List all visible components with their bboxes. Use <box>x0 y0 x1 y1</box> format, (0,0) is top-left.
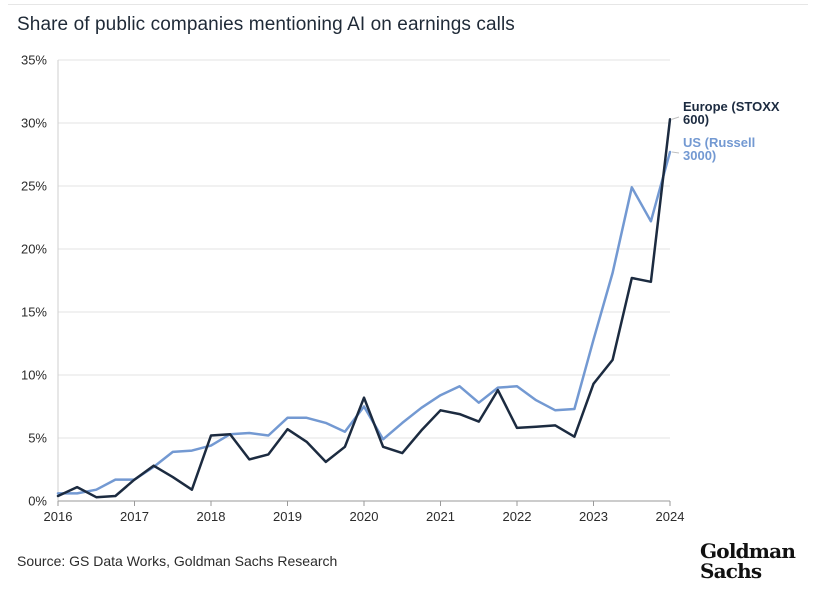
legend-label-europe: 600) <box>683 112 709 127</box>
y-tick-label: 10% <box>21 368 47 383</box>
x-tick-label: 2018 <box>197 509 226 524</box>
x-tick-label: 2016 <box>44 509 73 524</box>
logo-line-1: Goldman <box>700 539 796 563</box>
legend-leader-line <box>671 151 680 154</box>
logo-line-2: Sachs <box>700 559 762 583</box>
legend-leader-line <box>671 116 680 120</box>
y-tick-label: 20% <box>21 242 47 257</box>
y-tick-label: 15% <box>21 305 47 320</box>
x-tick-label: 2022 <box>503 509 532 524</box>
x-tick-label: 2023 <box>579 509 608 524</box>
chart-title: Share of public companies mentioning AI … <box>17 14 515 35</box>
y-tick-label: 30% <box>21 116 47 131</box>
axes <box>57 60 671 506</box>
legend-label-us: US (Russell <box>683 135 755 150</box>
y-tick-label: 5% <box>28 431 47 446</box>
goldman-sachs-logo: Goldman Sachs <box>700 541 800 581</box>
legend-label-us: 3000) <box>683 148 716 163</box>
x-tick-label: 2020 <box>350 509 379 524</box>
x-axis-tick-labels: 2016 2017 2018 2019 2020 2021 2022 2023 2024 <box>44 509 685 524</box>
legend-label-europe: Europe (STOXX <box>683 99 780 114</box>
y-tick-label: 25% <box>21 179 47 194</box>
x-tick-label: 2021 <box>426 509 455 524</box>
gridlines <box>58 59 670 439</box>
series-line-europe <box>56 117 672 499</box>
x-tick-label: 2019 <box>273 509 302 524</box>
x-tick-label: 2017 <box>120 509 149 524</box>
source-note: Source: GS Data Works, Goldman Sachs Res… <box>17 553 338 569</box>
top-divider <box>8 4 808 5</box>
y-tick-label: 35% <box>21 53 47 68</box>
y-axis-tick-labels: 0% 5% 10% 15% 20% 25% 30% 35% <box>21 53 47 509</box>
series-line-us <box>56 150 672 495</box>
x-tick-label: 2024 <box>656 509 685 524</box>
series-lines <box>56 117 672 499</box>
y-tick-label: 0% <box>28 494 47 509</box>
